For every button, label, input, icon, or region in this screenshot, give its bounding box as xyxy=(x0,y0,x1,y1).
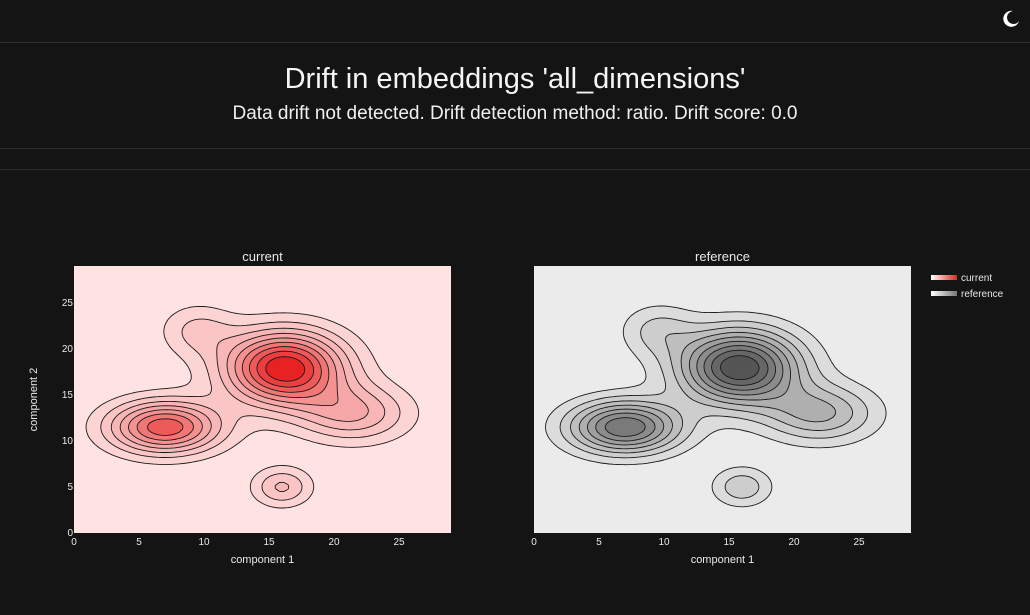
x-tick-label: 15 xyxy=(723,537,735,548)
x-tick-label: 5 xyxy=(596,537,602,548)
x-tick-label: 25 xyxy=(393,537,405,548)
contour-line-level-8 xyxy=(711,349,769,386)
y-tick-label: 10 xyxy=(62,436,74,447)
contour-line-level-6 xyxy=(595,340,784,442)
contour-fill-level-9 xyxy=(265,356,306,382)
chart-panel-current: current 0 5 10 15 20 25 component 1 0 5 10 15 20 25 co… xyxy=(28,249,451,566)
y-tick-label: 25 xyxy=(62,298,74,309)
embedding-drift-plot: current 0 5 10 15 20 25 component 1 0 5 10 15 20 25 co… xyxy=(28,249,1004,566)
contour-line-level-5 xyxy=(586,336,792,446)
contour-line-level-6 xyxy=(136,341,330,441)
contour-line-level-7 xyxy=(147,346,322,436)
subplot-title: reference xyxy=(695,249,750,264)
x-tick-label: 5 xyxy=(136,537,142,548)
contour-line-level-7 xyxy=(604,345,777,437)
legend: current reference xyxy=(931,273,1004,300)
subplot-title: current xyxy=(242,249,283,264)
divider xyxy=(0,169,1030,170)
x-tick-label: 10 xyxy=(658,537,670,548)
contour-line-level-3 xyxy=(570,326,853,454)
contour-line-level-2 xyxy=(100,318,401,501)
moon-icon[interactable] xyxy=(1000,8,1022,30)
legend-swatch-current xyxy=(931,275,957,280)
x-tick-label: 25 xyxy=(853,537,865,548)
x-axis-label: component 1 xyxy=(691,554,755,566)
contour-line-level-1 xyxy=(545,305,887,508)
x-axis-label: component 1 xyxy=(231,554,295,566)
chart-panel-reference: reference 0 5 10 15 20 25 component 1 xyxy=(531,249,911,566)
legend-swatch-reference xyxy=(931,291,957,296)
contour-line-level-2 xyxy=(559,317,869,499)
contour-layers xyxy=(545,305,887,508)
top-bar xyxy=(0,0,1030,43)
contour-line-level-5 xyxy=(128,337,339,445)
y-axis-label: component 2 xyxy=(28,368,40,432)
contour-line-level-9 xyxy=(265,356,306,382)
y-tick-label: 15 xyxy=(62,390,74,401)
y-tick-label: 0 xyxy=(67,528,73,539)
legend-label-reference: reference xyxy=(961,289,1004,300)
page-title: Drift in embeddings 'all_dimensions' xyxy=(284,63,746,95)
x-tick-label: 0 xyxy=(531,537,537,548)
x-tick-label: 0 xyxy=(71,537,77,548)
contour-line-level-4 xyxy=(119,332,369,449)
drift-summary: Data drift not detected. Drift detection… xyxy=(232,103,798,124)
contour-layers xyxy=(85,305,420,509)
legend-label-current: current xyxy=(961,273,992,284)
y-tick-label: 5 xyxy=(67,482,73,493)
x-tick-label: 10 xyxy=(198,537,210,548)
contour-line-level-9 xyxy=(719,355,760,381)
contour-line-level-4 xyxy=(578,331,837,450)
y-tick-label: 20 xyxy=(62,344,74,355)
x-tick-label: 20 xyxy=(788,537,800,548)
x-tick-label: 20 xyxy=(328,537,340,548)
chart-header: Drift in embeddings 'all_dimensions' Dat… xyxy=(0,43,1030,149)
x-tick-label: 15 xyxy=(263,537,275,548)
contour-line-level-8 xyxy=(256,350,315,388)
contour-fill-level-9 xyxy=(720,355,760,380)
contour-line-level-3 xyxy=(110,327,386,493)
contour-line-level-1 xyxy=(85,305,420,509)
